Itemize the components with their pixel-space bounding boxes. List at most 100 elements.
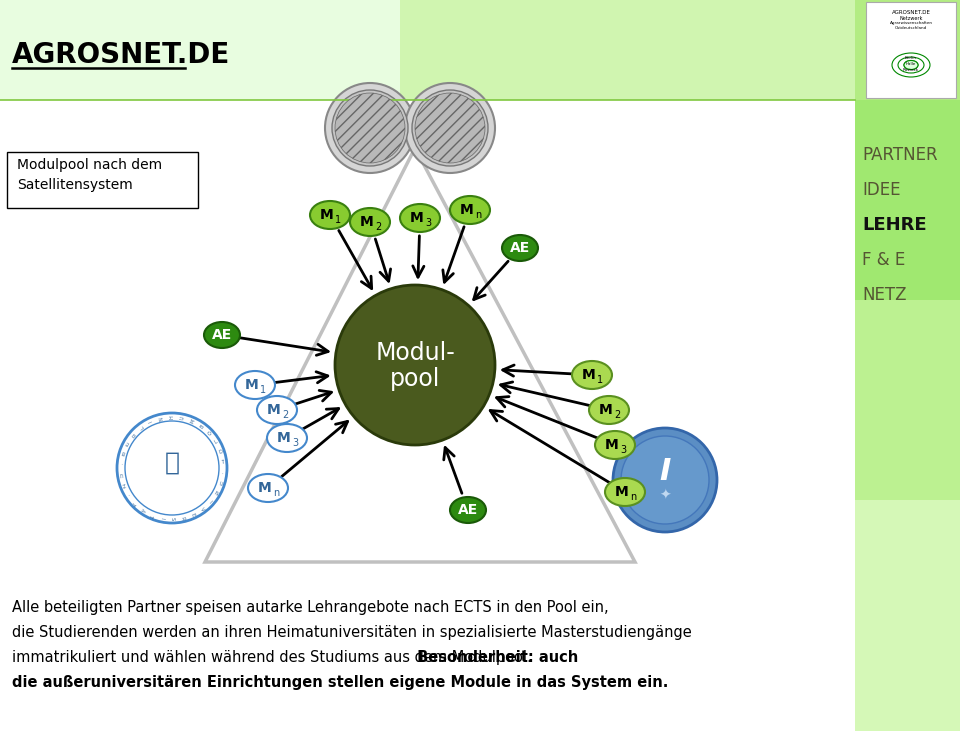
Text: I: I [660, 458, 671, 487]
Text: 👤: 👤 [164, 451, 180, 475]
Text: n: n [475, 210, 481, 220]
Text: pool: pool [390, 367, 441, 391]
Text: Besonderheit: auch: Besonderheit: auch [412, 650, 578, 665]
Circle shape [325, 83, 415, 173]
Text: Ä: Ä [139, 507, 145, 512]
Text: 2: 2 [613, 410, 620, 420]
Text: n: n [273, 488, 279, 498]
Text: die Studierenden werden an ihren Heimatuniversitäten in spezialisierte Masterstu: die Studierenden werden an ihren Heimatu… [12, 625, 692, 640]
Text: D: D [218, 450, 223, 455]
Text: R: R [180, 515, 185, 520]
Text: U: U [180, 416, 185, 420]
Ellipse shape [248, 474, 288, 502]
Ellipse shape [400, 204, 440, 232]
Circle shape [621, 436, 709, 524]
Ellipse shape [502, 235, 538, 261]
Text: I: I [207, 500, 212, 504]
Text: PARTNER: PARTNER [862, 146, 938, 164]
Text: M: M [599, 403, 612, 417]
Text: Alle beteiligten Partner speisen autarke Lehrangebote nach ECTS in den Pool ein,: Alle beteiligten Partner speisen autarke… [12, 600, 609, 615]
Text: ·: · [222, 471, 224, 476]
Text: E: E [125, 439, 131, 445]
Ellipse shape [310, 201, 350, 229]
Text: I: I [149, 420, 154, 423]
FancyBboxPatch shape [855, 500, 960, 731]
Text: U: U [218, 481, 223, 487]
Text: AGROSNET.DE: AGROSNET.DE [12, 41, 230, 69]
FancyBboxPatch shape [400, 0, 960, 100]
Text: F & E: F & E [862, 251, 905, 269]
FancyBboxPatch shape [7, 152, 198, 208]
Text: NETZ: NETZ [862, 286, 906, 304]
Text: AE: AE [510, 241, 530, 255]
FancyBboxPatch shape [855, 0, 960, 731]
Text: 3: 3 [425, 218, 431, 228]
Ellipse shape [605, 478, 645, 506]
Text: M: M [189, 418, 196, 425]
Text: E: E [190, 512, 196, 517]
Ellipse shape [257, 396, 297, 424]
Text: M: M [582, 368, 596, 382]
Ellipse shape [350, 208, 390, 236]
Text: L: L [214, 439, 219, 445]
Text: I: I [158, 517, 164, 519]
Text: 2: 2 [282, 410, 288, 420]
Text: Halle: Halle [906, 62, 916, 66]
Circle shape [335, 285, 495, 445]
Ellipse shape [450, 196, 490, 224]
Text: O: O [206, 431, 213, 437]
Circle shape [125, 421, 219, 515]
Text: ·: · [120, 460, 122, 465]
Text: Berlin: Berlin [905, 56, 917, 60]
Text: M: M [277, 431, 291, 445]
Text: ✦: ✦ [660, 489, 671, 503]
Ellipse shape [572, 361, 612, 389]
Text: Netzwerk: Netzwerk [900, 16, 923, 21]
Text: U: U [119, 471, 123, 476]
Text: T: T [221, 460, 225, 466]
Text: M: M [258, 481, 272, 495]
Text: N: N [213, 491, 219, 496]
Text: R: R [132, 431, 137, 437]
Text: M: M [615, 485, 629, 499]
Text: Z: Z [121, 481, 126, 487]
Text: Modul-: Modul- [375, 341, 455, 365]
Text: n: n [630, 492, 636, 502]
Text: die außeruniversitären Einrichtungen stellen eigene Module in das System ein.: die außeruniversitären Einrichtungen ste… [12, 675, 668, 690]
Ellipse shape [450, 497, 486, 523]
Text: M: M [360, 215, 373, 229]
Text: B: B [121, 450, 126, 455]
Text: ·: · [126, 491, 130, 496]
Text: M: M [320, 208, 334, 222]
Text: M: M [245, 378, 259, 392]
FancyBboxPatch shape [855, 300, 960, 731]
Ellipse shape [204, 322, 240, 348]
Text: B: B [199, 424, 205, 430]
Text: 3: 3 [292, 438, 298, 448]
Text: 1: 1 [260, 385, 266, 395]
Text: T: T [149, 512, 155, 517]
Text: N: N [158, 416, 164, 420]
Circle shape [405, 83, 495, 173]
Circle shape [415, 93, 485, 163]
Text: Agrarwissenschaften: Agrarwissenschaften [890, 21, 932, 25]
Text: 1: 1 [335, 215, 341, 225]
Ellipse shape [904, 61, 918, 69]
Ellipse shape [595, 431, 635, 459]
Text: Rostock: Rostock [903, 68, 919, 72]
Text: L: L [139, 424, 145, 429]
Text: LEHRE: LEHRE [862, 216, 926, 234]
Text: S: S [170, 518, 175, 520]
Text: 2: 2 [374, 222, 381, 232]
Text: V: V [199, 507, 205, 512]
FancyBboxPatch shape [0, 0, 960, 100]
Text: AE: AE [458, 503, 478, 517]
Text: immatrikuliert und wählen während des Studiums aus dem Modulpool.: immatrikuliert und wählen während des St… [12, 650, 532, 665]
Text: 1: 1 [597, 375, 603, 385]
Text: M: M [410, 211, 424, 225]
Circle shape [117, 413, 227, 523]
Text: T: T [132, 499, 137, 505]
FancyBboxPatch shape [866, 2, 956, 98]
Text: AE: AE [212, 328, 232, 342]
Text: M: M [460, 203, 474, 217]
